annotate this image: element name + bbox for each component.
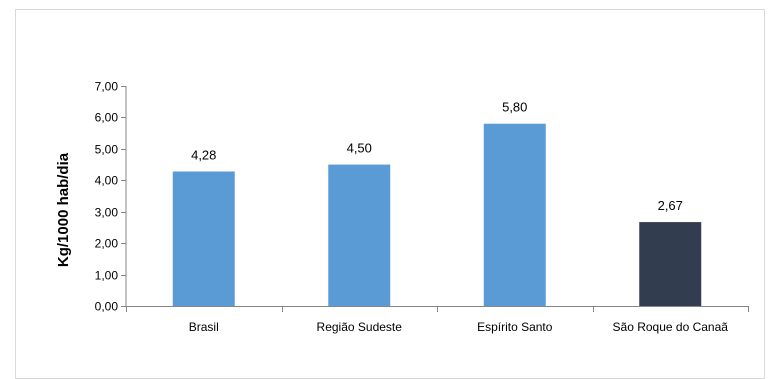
data-label: 5,80 [502, 100, 527, 115]
bar [639, 222, 702, 306]
y-tick-label: 2,00 [95, 237, 119, 251]
x-category-label: Brasil [189, 320, 219, 334]
y-tick-label: 6,00 [95, 111, 119, 125]
y-tick-label: 4,00 [95, 174, 119, 188]
bars-group [172, 123, 702, 306]
data-labels-group: 4,28 4,50 5,80 2,67 [191, 100, 683, 213]
y-axis: 0,00 1,00 2,00 3,00 4,00 5,00 6,00 7,00 [95, 80, 127, 314]
x-category-label: Região Sudeste [317, 320, 403, 334]
y-tick-label: 5,00 [95, 143, 119, 157]
bar [328, 164, 391, 306]
x-axis [126, 306, 749, 312]
data-label: 2,67 [658, 198, 683, 213]
data-label: 4,28 [191, 147, 216, 162]
bar-chart: Kg/1000 hab/dia 0,00 1,00 2,00 3,00 4,00 5,00… [55, 80, 749, 334]
x-category-label: Espírito Santo [477, 320, 553, 334]
y-axis-title: Kg/1000 hab/dia [55, 152, 72, 267]
bar [483, 123, 546, 306]
category-labels-group: Brasil Região Sudeste Espírito Santo São Ro… [189, 320, 729, 334]
y-tick-label: 1,00 [95, 269, 119, 283]
x-category-label: São Roque do Canaã [613, 320, 729, 334]
bar [172, 171, 235, 306]
y-tick-label: 0,00 [95, 300, 119, 314]
y-tick-label: 3,00 [95, 206, 119, 220]
data-label: 4,50 [347, 141, 372, 156]
y-tick-label: 7,00 [95, 80, 119, 94]
